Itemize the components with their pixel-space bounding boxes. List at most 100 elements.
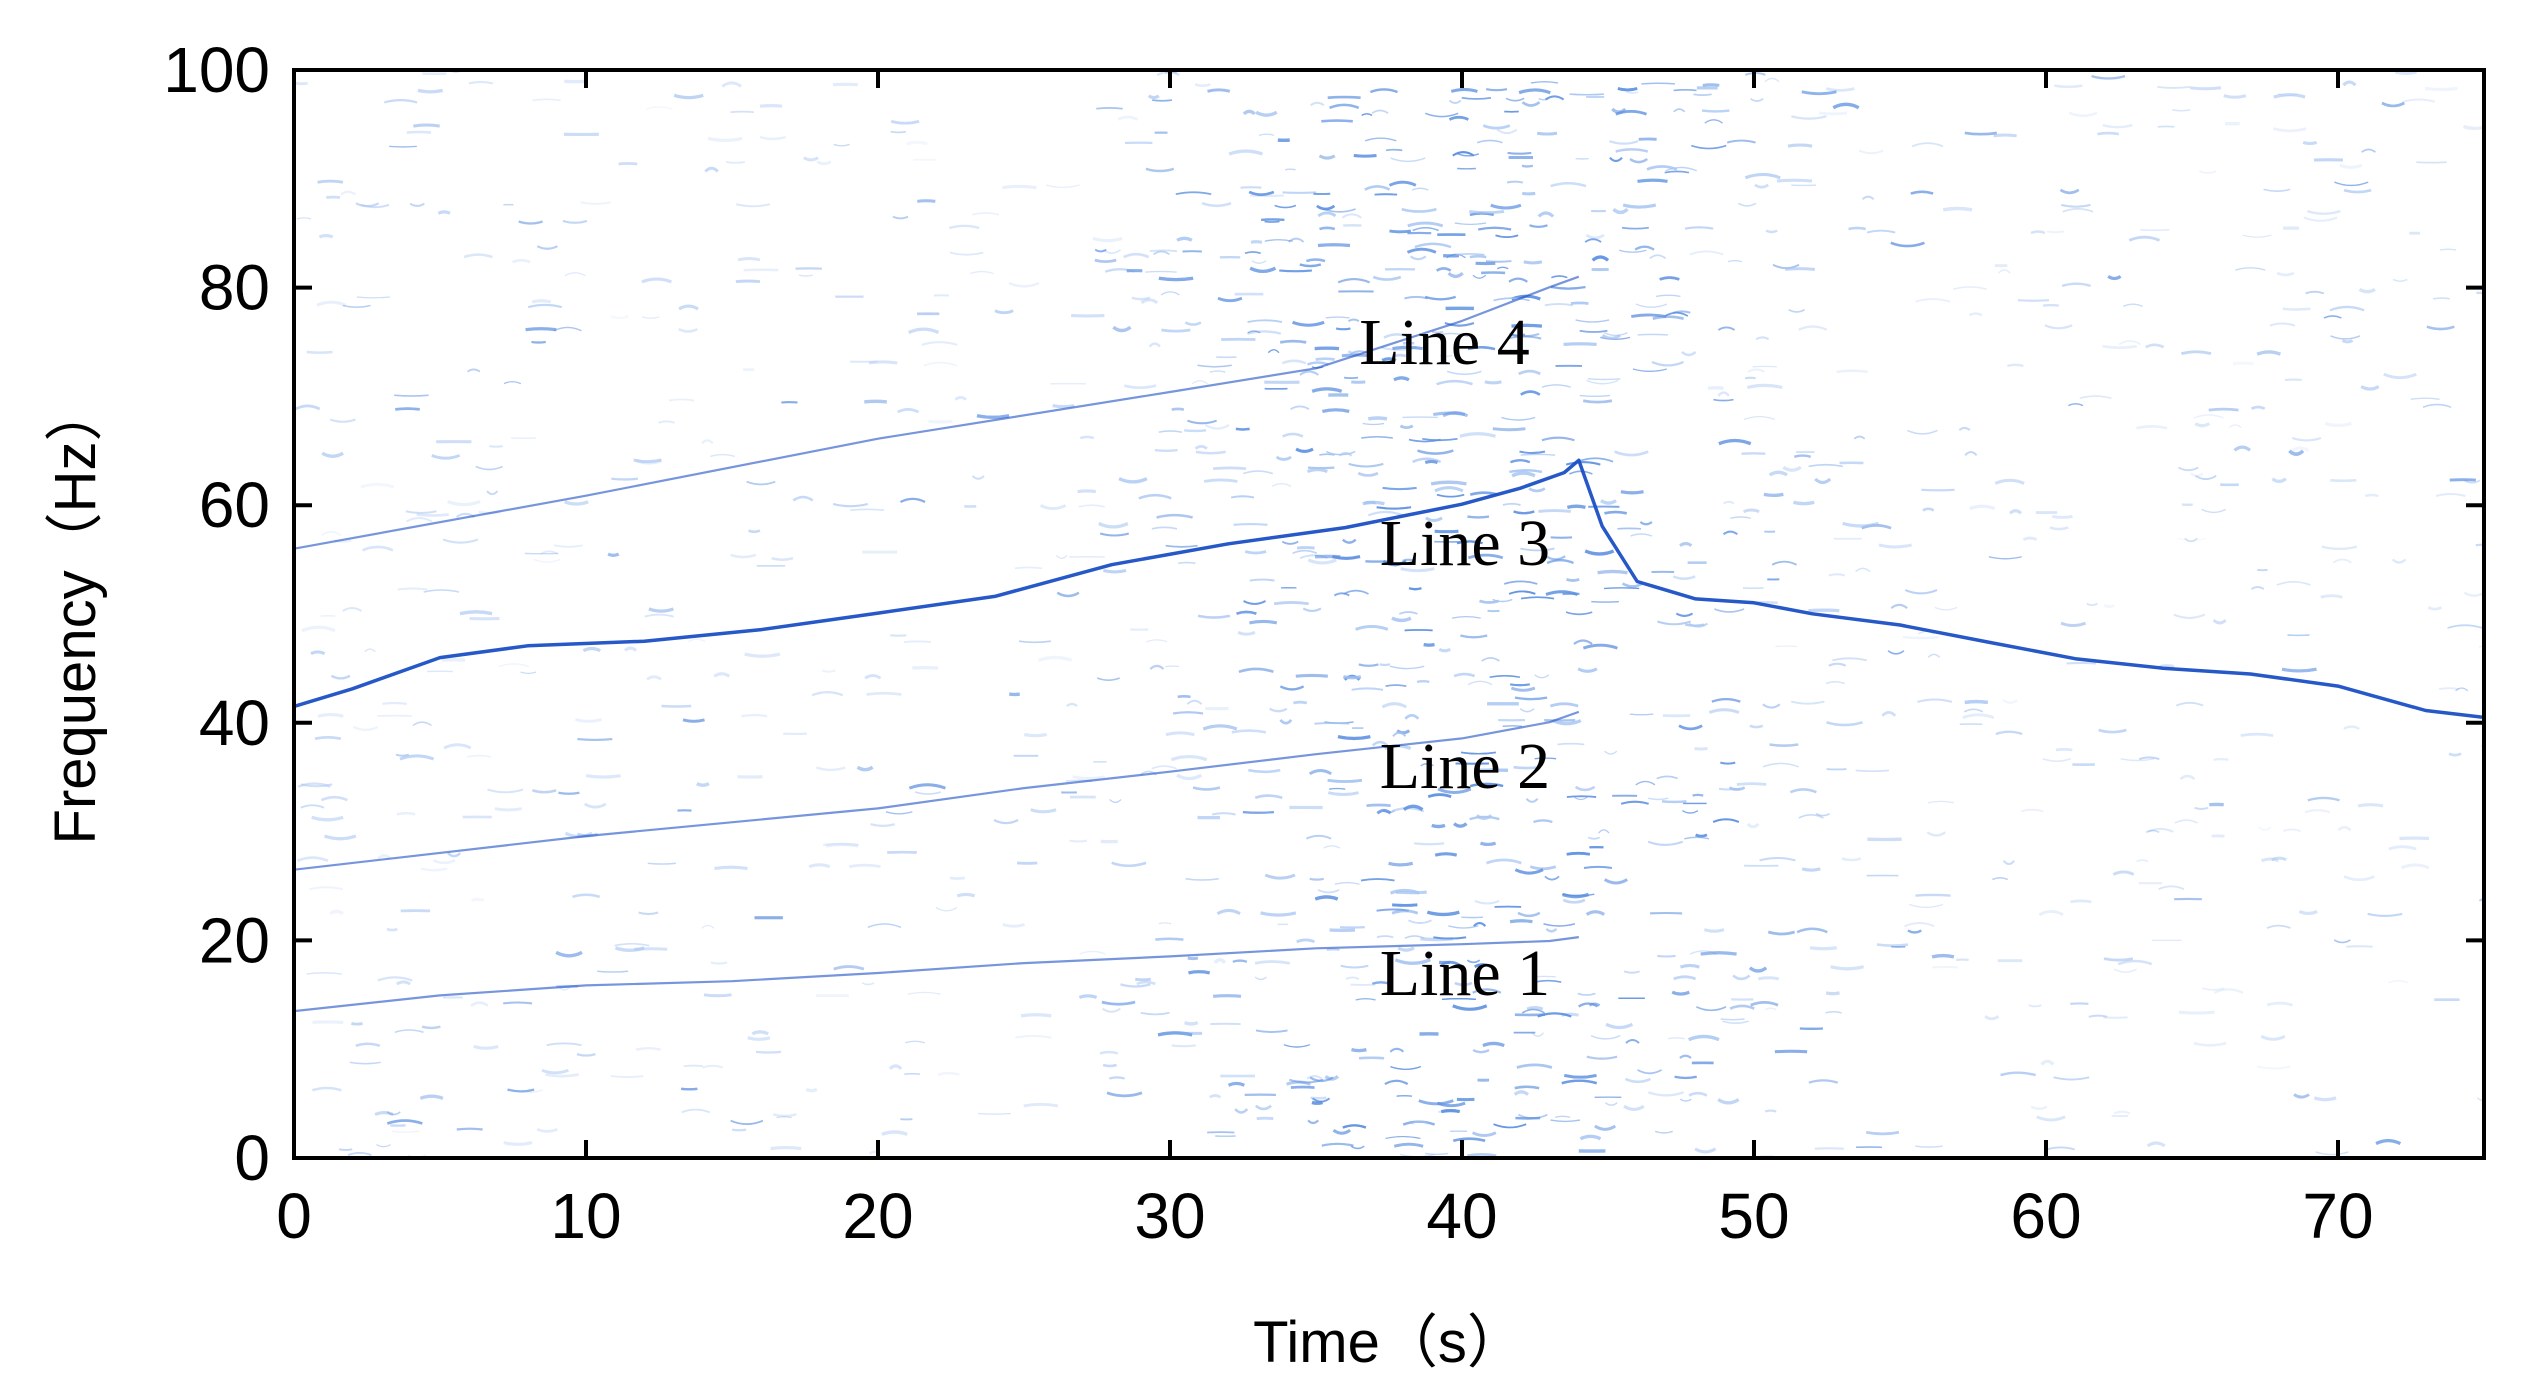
noise-streak <box>1964 451 1978 456</box>
y-axis-title: Frequency（Hz） <box>43 384 108 845</box>
noise-streak <box>2478 897 2484 902</box>
noise-streak <box>1704 119 1723 124</box>
noise-streak <box>376 1144 391 1148</box>
noise-streak <box>1396 729 1411 735</box>
noise-streak <box>1099 1050 1119 1055</box>
noise-streak <box>658 420 675 424</box>
noise-streak <box>2123 303 2143 307</box>
noise-streak <box>2260 1034 2286 1041</box>
noise-streak <box>978 1112 1011 1115</box>
noise-streak <box>1915 893 1951 897</box>
noise-streak <box>312 1086 342 1092</box>
noise-streak <box>2315 1151 2349 1156</box>
noise-streak <box>680 1087 698 1091</box>
noise-streak <box>1102 1063 1117 1068</box>
noise-streak <box>1927 800 1954 804</box>
noise-streak <box>1267 349 1280 354</box>
noise-streak <box>541 1068 569 1075</box>
noise-streak <box>1438 647 1451 653</box>
noise-streak <box>498 663 530 668</box>
noise-streak <box>1703 928 1725 933</box>
noise-streak <box>1931 953 1955 959</box>
noise-streak <box>2000 1071 2036 1077</box>
noise-streak <box>1285 168 1296 171</box>
noise-streak <box>1604 1102 1618 1106</box>
noise-streak <box>1392 345 1423 351</box>
noise-streak <box>1648 797 1669 801</box>
noise-streak <box>1194 445 1208 450</box>
noise-streak <box>1648 1091 1684 1097</box>
noise-streak <box>1077 489 1097 494</box>
noise-streak <box>1315 357 1335 361</box>
noise-streak <box>1096 677 1120 681</box>
noise-streak <box>409 202 425 207</box>
noise-streak <box>1656 775 1678 780</box>
noise-streak <box>386 927 398 932</box>
noise-streak <box>1641 82 1675 85</box>
noise-streak <box>2375 1138 2402 1146</box>
noise-streak <box>1544 875 1560 881</box>
noise-streak <box>317 179 344 184</box>
noise-streak <box>908 327 940 335</box>
noise-streak <box>2086 602 2098 607</box>
noise-streak <box>2195 474 2217 480</box>
noise-streak <box>1412 226 1439 232</box>
noise-streak <box>1720 1018 1745 1021</box>
noise-streak <box>1341 538 1357 544</box>
noise-streak <box>2343 725 2360 730</box>
noise-streak <box>1702 83 1720 87</box>
noise-streak <box>1008 281 1040 288</box>
noise-streak <box>2060 621 2087 627</box>
noise-streak <box>1519 450 1546 454</box>
noise-streak <box>1455 253 1485 256</box>
noise-streak <box>1409 255 1427 261</box>
noise-streak <box>1131 296 1151 301</box>
noise-streak <box>2066 661 2096 665</box>
noise-streak <box>2433 297 2450 300</box>
noise-streak <box>1408 587 1422 591</box>
noise-streak <box>2036 1115 2066 1122</box>
noise-streak <box>730 1119 764 1125</box>
noise-streak <box>1992 877 2008 881</box>
noise-streak <box>1994 478 2025 485</box>
noise-streak <box>1538 509 1571 513</box>
noise-streak <box>1314 722 1350 725</box>
noise-streak <box>338 1148 353 1151</box>
noise-streak <box>1314 346 1340 351</box>
noise-streak <box>1249 619 1278 625</box>
noise-streak <box>1511 471 1536 478</box>
noise-streak <box>2305 290 2325 295</box>
noise-streak <box>1626 91 1639 94</box>
noise-streak <box>1273 601 1309 606</box>
noise-streak <box>1092 236 1123 243</box>
noise-streak <box>1573 639 1593 645</box>
noise-streak <box>1574 785 1596 792</box>
noise-streak <box>1247 330 1261 334</box>
noise-streak <box>473 1045 499 1050</box>
noise-streak <box>1682 810 1699 814</box>
noise-streak <box>1684 226 1714 230</box>
noise-streak <box>1135 977 1151 982</box>
noise-streak <box>1671 990 1690 996</box>
noise-streak <box>364 648 376 653</box>
noise-streak <box>2391 558 2407 564</box>
noise-streak <box>1008 692 1021 697</box>
noise-streak <box>607 552 620 557</box>
noise-streak <box>864 399 887 404</box>
noise-streak <box>1953 286 1987 290</box>
noise-streak <box>1855 567 1871 573</box>
noise-streak <box>644 613 674 618</box>
noise-streak <box>647 862 676 865</box>
noise-streak <box>1238 667 1274 674</box>
noise-streak <box>1412 226 1439 232</box>
noise-streak <box>1430 480 1467 486</box>
noise-streak <box>555 950 583 958</box>
noise-streak <box>297 782 331 788</box>
noise-streak <box>1255 110 1278 117</box>
noise-streak <box>296 217 311 220</box>
noise-streak <box>1712 818 1740 823</box>
noise-streak <box>1103 568 1127 574</box>
noise-streak <box>1148 342 1161 348</box>
